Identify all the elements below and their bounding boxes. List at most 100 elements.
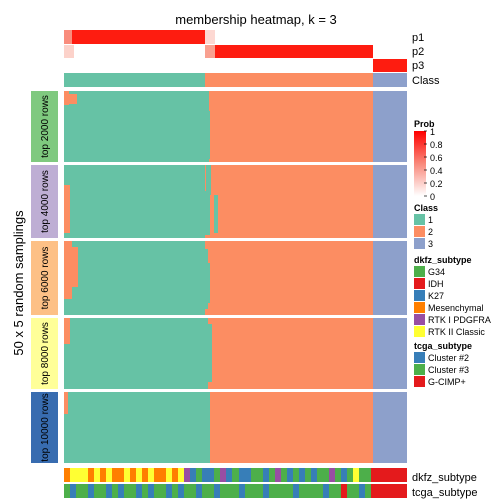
dkfz-subtype-cell (82, 468, 88, 482)
heatmap-cell-class1 (64, 392, 205, 463)
heatmap-cell-class2 (205, 392, 373, 463)
heatmap-cell-deviation (64, 185, 70, 233)
heatmap-cell-deviation (205, 91, 209, 162)
tcga-subtype-cell (371, 484, 377, 498)
dkfz-subtype-cell (190, 468, 196, 482)
dkfz-subtype-cell (106, 468, 112, 482)
track-p1-mixed (64, 30, 72, 44)
legend-prob-tick-label: 0.8 (430, 140, 443, 150)
legend-dkfz_subtype-swatch (414, 290, 425, 301)
tcga-subtype-cell (160, 484, 166, 498)
track-p1-mixed (205, 30, 215, 44)
legend-tcga-subtype-title: tcga_subtype (414, 341, 472, 351)
dkfz-subtype-cell (359, 468, 365, 482)
dkfz-subtype-cell (226, 468, 232, 482)
dkfz-subtype-cell (383, 468, 389, 482)
legend-prob-gradient (414, 131, 426, 196)
legend-dkfz_subtype-swatch (414, 314, 425, 325)
tcga-subtype-cell (124, 484, 130, 498)
legend-dkfz_subtype-swatch (414, 326, 425, 337)
track-class-2 (205, 73, 373, 87)
tcga-subtype-cell (190, 484, 196, 498)
tcga-subtype-cell (136, 484, 142, 498)
legend-dkfz_subtype-swatch (414, 278, 425, 289)
tcga-subtype-cell (269, 484, 275, 498)
dkfz-subtype-cell (154, 468, 160, 482)
tcga-subtype-cell (263, 484, 269, 498)
dkfz-subtype-cell (76, 468, 82, 482)
dkfz-subtype-cell (100, 468, 106, 482)
dkfz-subtype-cell (239, 468, 245, 482)
dkfz-subtype-cell (220, 468, 226, 482)
tcga-subtype-cell (389, 484, 395, 498)
track-p2-mixed (205, 45, 215, 58)
dkfz-subtype-cell (251, 468, 257, 482)
heatmap-cell-class1 (64, 91, 205, 162)
legend-dkfz_subtype-item-label: RTK II Classic (428, 327, 485, 337)
tcga-subtype-cell (172, 484, 178, 498)
tcga-subtype-cell (257, 484, 263, 498)
dkfz-subtype-cell (257, 468, 263, 482)
tcga-subtype-cell (299, 484, 305, 498)
heatmap-cell-deviation (214, 195, 218, 233)
tcga-subtype-cell (365, 484, 371, 498)
tcga-subtype-cell (311, 484, 317, 498)
heatmap-block-4 (64, 318, 407, 389)
legend-dkfz_subtype-item-label: IDH (428, 279, 444, 289)
legend-dkfz-subtype: dkfz_subtype G34 IDH K27 Mesenchymal RTK I P… (414, 255, 491, 337)
dkfz-subtype-cell (377, 468, 383, 482)
tcga-subtype-cell (232, 484, 239, 498)
heatmap-cell-deviation (196, 191, 210, 235)
dkfz-subtype-cell (353, 468, 359, 482)
legends: Prob 1 0.8 0.6 0.4 0.2 0 Class 1 2 3 dkfz_subty… (414, 119, 491, 387)
dkfz-subtype-cell (293, 468, 299, 482)
tcga-subtype-cell (341, 484, 347, 498)
heatmap-cell-deviation (206, 165, 211, 195)
dkfz-subtype-cell (275, 468, 281, 482)
heatmap-cell-deviation (64, 241, 72, 299)
legend-prob-tick-label: 0.2 (430, 179, 443, 189)
track-label-p2: p2 (412, 46, 424, 58)
heatmap-cell-class3 (373, 165, 407, 238)
dkfz-subtype-cell (172, 468, 178, 482)
tcga-subtype-cell (106, 484, 112, 498)
legend-tcga_subtype-item-label: G-CIMP+ (428, 377, 466, 387)
heatmap-cell-deviation (69, 94, 77, 104)
heatmap-cell-deviation (357, 241, 362, 315)
dkfz-subtype-cell (395, 468, 401, 482)
heatmap-cell-deviation (200, 263, 210, 303)
legend-prob-title: Prob (414, 119, 435, 129)
dkfz-subtype-cell (389, 468, 395, 482)
legend-prob-tick-label: 1 (430, 127, 435, 137)
heatmap-cell-deviation (356, 392, 360, 463)
tcga-subtype-cell (64, 484, 70, 498)
heatmap-block-5 (64, 392, 407, 463)
dkfz-subtype-cell (245, 468, 251, 482)
legend-dkfz_subtype-item-label: RTK I PDGFRA (428, 315, 491, 325)
heatmap-cell-deviation (198, 318, 208, 389)
dkfz-subtype-cell (148, 468, 154, 482)
dkfz-subtype-cell (347, 468, 353, 482)
heatmap-body (64, 91, 407, 463)
heatmap-cell-class2 (205, 241, 373, 315)
dkfz-subtype-cell (184, 468, 190, 482)
tcga-subtype-cell (94, 484, 100, 498)
tcga-subtype-cell (220, 484, 226, 498)
dkfz-subtype-cell (118, 468, 124, 482)
tcga-subtype-cell (251, 484, 257, 498)
legend-tcga-subtype: tcga_subtype Cluster #2 Cluster #3 G-CIMP+ (414, 341, 472, 387)
dkfz-subtype-cell (202, 468, 208, 482)
legend-dkfz_subtype-swatch (414, 302, 425, 313)
tcga-subtype-cell (100, 484, 106, 498)
track-label-p3: p3 (412, 60, 424, 72)
heatmap-cell-class2 (205, 318, 373, 389)
tcga-subtype-cell (112, 484, 118, 498)
tcga-subtype-cell (76, 484, 82, 498)
legend-prob-tick-label: 0.4 (430, 166, 443, 176)
tcga-subtype-cell (401, 484, 407, 498)
tcga-subtype-cell (166, 484, 172, 498)
legend-prob-tick-label: 0.6 (430, 153, 443, 163)
tcga-subtype-cell (214, 484, 220, 498)
heatmap-cell-class1 (64, 318, 205, 389)
tcga-subtype-cell (353, 484, 359, 498)
